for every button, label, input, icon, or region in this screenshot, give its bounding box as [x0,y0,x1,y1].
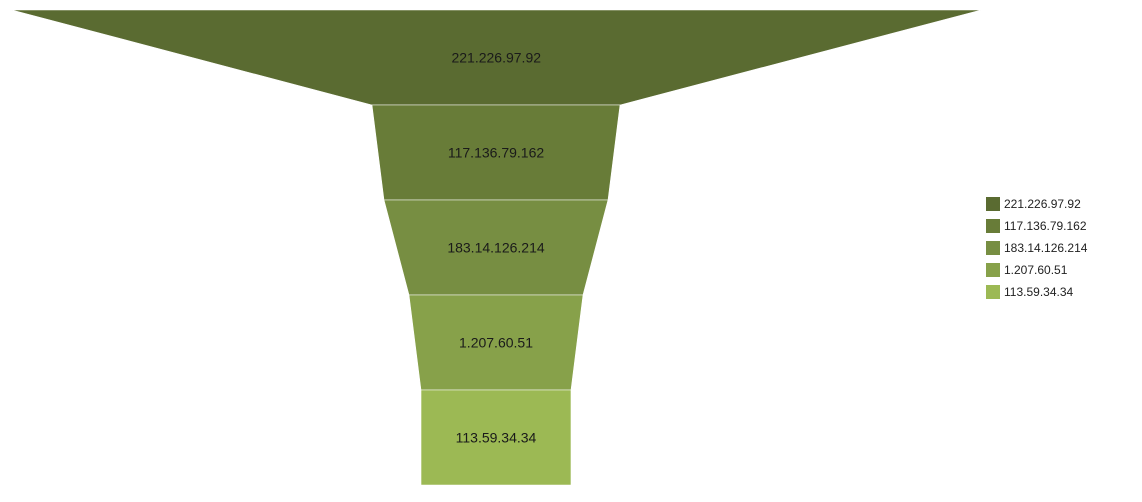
legend-swatch [986,197,1000,211]
legend-swatch [986,285,1000,299]
legend: 221.226.97.92 117.136.79.162 183.14.126.21… [986,197,1088,299]
funnel-segment-label: 113.59.34.34 [456,430,537,446]
funnel-segment-label: 1.207.60.51 [459,335,533,351]
legend-label: 221.226.97.92 [1004,197,1081,211]
legend-label: 113.59.34.34 [1004,285,1074,299]
legend-swatch [986,219,1000,233]
funnel-segment-label: 183.14.126.214 [447,240,545,256]
legend-label: 1.207.60.51 [1004,263,1068,277]
legend-label: 183.14.126.214 [1004,241,1088,255]
funnel-segment [420,389,572,486]
funnel-segment-label: 221.226.97.92 [451,50,541,66]
legend-swatch [986,241,1000,255]
legend-label: 117.136.79.162 [1004,219,1087,233]
funnel-segment-label: 117.136.79.162 [448,145,544,161]
funnel-segments: 221.226.97.92 117.136.79.162 183.14.126.21… [11,9,982,486]
legend-swatch [986,263,1000,277]
